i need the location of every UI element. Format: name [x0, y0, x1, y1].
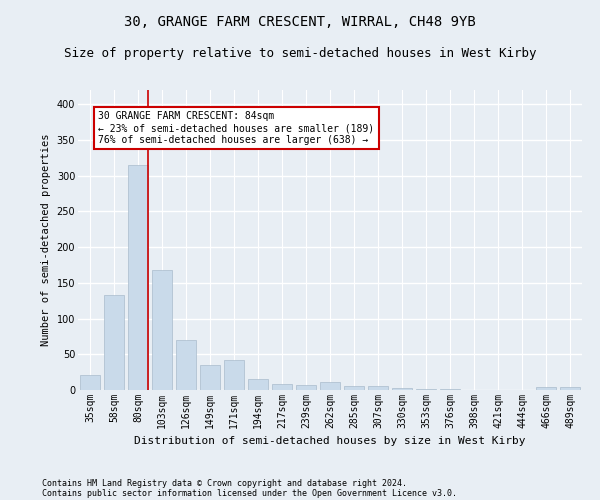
- Y-axis label: Number of semi-detached properties: Number of semi-detached properties: [41, 134, 51, 346]
- Text: Contains public sector information licensed under the Open Government Licence v3: Contains public sector information licen…: [42, 488, 457, 498]
- Bar: [416, 388, 436, 390]
- Bar: [368, 386, 388, 390]
- Bar: [176, 340, 196, 390]
- Bar: [392, 388, 412, 390]
- Text: Size of property relative to semi-detached houses in West Kirby: Size of property relative to semi-detach…: [64, 48, 536, 60]
- Bar: [296, 385, 316, 390]
- Bar: [80, 375, 100, 390]
- X-axis label: Distribution of semi-detached houses by size in West Kirby: Distribution of semi-detached houses by …: [134, 436, 526, 446]
- Bar: [272, 384, 292, 390]
- Bar: [344, 386, 364, 390]
- Bar: [200, 365, 220, 390]
- Bar: [104, 295, 124, 390]
- Text: Contains HM Land Registry data © Crown copyright and database right 2024.: Contains HM Land Registry data © Crown c…: [42, 478, 407, 488]
- Text: 30, GRANGE FARM CRESCENT, WIRRAL, CH48 9YB: 30, GRANGE FARM CRESCENT, WIRRAL, CH48 9…: [124, 15, 476, 29]
- Bar: [248, 380, 268, 390]
- Bar: [560, 387, 580, 390]
- Bar: [152, 270, 172, 390]
- Bar: [128, 165, 148, 390]
- Bar: [320, 382, 340, 390]
- Text: 30 GRANGE FARM CRESCENT: 84sqm
← 23% of semi-detached houses are smaller (189)
7: 30 GRANGE FARM CRESCENT: 84sqm ← 23% of …: [98, 112, 374, 144]
- Bar: [536, 387, 556, 390]
- Bar: [224, 360, 244, 390]
